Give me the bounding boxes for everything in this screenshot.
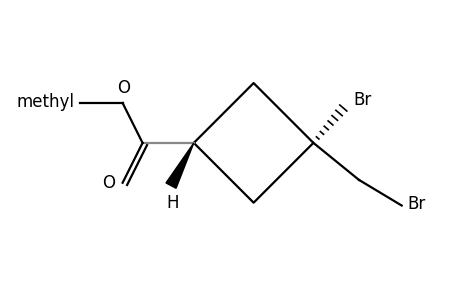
Text: O: O — [101, 174, 115, 192]
Polygon shape — [166, 143, 193, 188]
Text: methyl: methyl — [16, 93, 74, 111]
Text: O: O — [118, 79, 130, 97]
Text: Br: Br — [353, 91, 371, 109]
Text: Br: Br — [407, 195, 425, 213]
Text: H: H — [166, 194, 178, 212]
